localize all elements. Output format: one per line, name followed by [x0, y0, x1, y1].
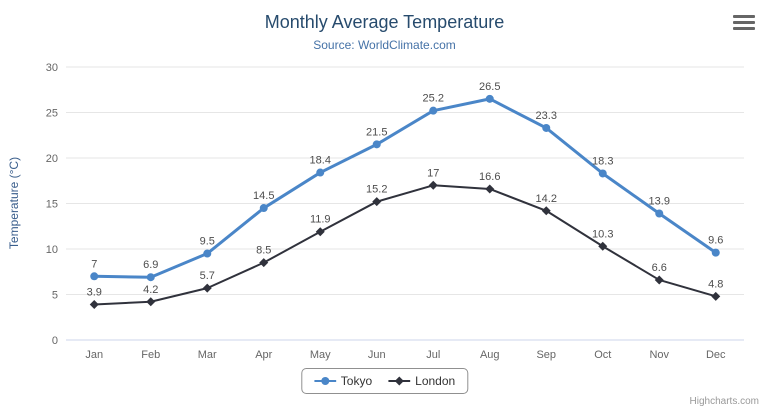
data-label: 9.6: [708, 235, 723, 247]
data-label: 18.3: [592, 155, 613, 167]
legend-marker-shape: [320, 377, 329, 385]
y-axis-tick-label: 10: [46, 244, 58, 256]
legend-label: Tokyo: [340, 374, 373, 388]
data-point-london[interactable]: [485, 184, 495, 194]
data-point-london[interactable]: [541, 206, 551, 216]
data-point-london[interactable]: [259, 258, 269, 268]
data-point-tokyo[interactable]: [598, 169, 607, 178]
legend-marker-shape: [394, 376, 404, 386]
data-label: 4.2: [143, 284, 158, 296]
chart-title: Monthly Average Temperature: [264, 12, 505, 32]
data-point-tokyo[interactable]: [429, 106, 438, 115]
y-axis-title: Temperature (°C): [7, 156, 21, 250]
hamburger-bar: [733, 15, 755, 18]
hamburger-menu-icon[interactable]: [733, 15, 755, 30]
data-label: 25.2: [423, 93, 444, 105]
credits-link[interactable]: Highcharts.com: [689, 396, 759, 407]
data-label: 21.5: [366, 126, 387, 138]
series-line-tokyo[interactable]: [92, 97, 718, 279]
legend-marker-diamond: [388, 376, 411, 386]
hamburger-bar: [733, 21, 755, 24]
data-point-tokyo[interactable]: [655, 209, 664, 218]
y-axis-tick-label: 20: [46, 153, 58, 165]
y-axis-tick-label: 30: [46, 62, 58, 74]
series-line-london[interactable]: [93, 184, 717, 306]
data-point-tokyo[interactable]: [542, 123, 551, 132]
data-label: 6.6: [652, 262, 667, 274]
data-point-tokyo[interactable]: [711, 248, 720, 257]
data-point-tokyo[interactable]: [90, 272, 99, 281]
data-label: 10.3: [592, 228, 613, 240]
data-point-london[interactable]: [428, 180, 438, 190]
x-axis-tick-label: Aug: [480, 349, 500, 361]
legend-item-tokyo[interactable]: Tokyo: [313, 374, 373, 388]
data-point-tokyo[interactable]: [485, 94, 494, 103]
x-axis-tick-label: Oct: [594, 349, 611, 361]
data-label: 18.4: [310, 155, 331, 167]
data-point-london[interactable]: [89, 300, 99, 310]
data-point-london[interactable]: [202, 283, 212, 293]
data-label: 3.9: [87, 287, 102, 299]
legend-label: London: [415, 374, 456, 388]
data-label: 15.2: [366, 184, 387, 196]
x-axis-tick-label: Feb: [141, 349, 160, 361]
data-label: 11.9: [310, 214, 331, 226]
data-point-tokyo[interactable]: [259, 204, 268, 213]
chart-subtitle: Source: WorldClimate.com: [313, 38, 456, 52]
x-axis-tick-label: Mar: [198, 349, 217, 361]
y-axis-tick-label: 15: [46, 199, 58, 211]
data-label: 17: [427, 167, 439, 179]
hamburger-bar: [733, 27, 755, 30]
data-point-tokyo[interactable]: [372, 140, 381, 149]
data-label: 7: [91, 258, 97, 270]
y-axis-tick-label: 5: [52, 290, 58, 302]
y-axis-tick-label: 25: [46, 108, 58, 120]
legend: Tokyo London: [300, 368, 469, 394]
data-label: 26.5: [479, 81, 500, 93]
x-axis-tick-label: Apr: [255, 349, 272, 361]
data-point-tokyo[interactable]: [203, 249, 212, 258]
data-label: 5.7: [200, 270, 215, 282]
data-point-london[interactable]: [146, 297, 156, 307]
x-axis-tick-label: Sep: [536, 349, 556, 361]
legend-marker-circle: [313, 377, 336, 385]
data-label: 6.9: [143, 259, 158, 271]
data-label: 8.5: [256, 245, 271, 257]
data-label: 14.5: [253, 190, 274, 202]
data-label: 13.9: [649, 196, 670, 208]
data-point-london[interactable]: [598, 241, 608, 251]
y-axis-tick-label: 0: [52, 335, 58, 347]
data-point-london[interactable]: [711, 291, 721, 301]
x-axis-tick-label: Dec: [706, 349, 726, 361]
data-label: 14.2: [536, 193, 557, 205]
data-point-tokyo[interactable]: [316, 168, 325, 177]
x-axis-tick-label: Jan: [85, 349, 103, 361]
x-axis-tick-label: Jun: [368, 349, 386, 361]
data-label: 4.8: [708, 278, 723, 290]
data-point-london[interactable]: [315, 227, 325, 237]
x-axis-tick-label: Nov: [649, 349, 669, 361]
legend-item-london[interactable]: London: [388, 374, 455, 388]
x-axis-tick-label: May: [310, 349, 331, 361]
data-label: 16.6: [479, 171, 500, 183]
data-label: 23.3: [536, 110, 557, 122]
data-point-london[interactable]: [372, 197, 382, 207]
data-point-london[interactable]: [654, 275, 664, 285]
data-label: 9.5: [200, 236, 215, 248]
data-point-tokyo[interactable]: [146, 273, 155, 282]
x-axis-tick-label: Jul: [426, 349, 440, 361]
